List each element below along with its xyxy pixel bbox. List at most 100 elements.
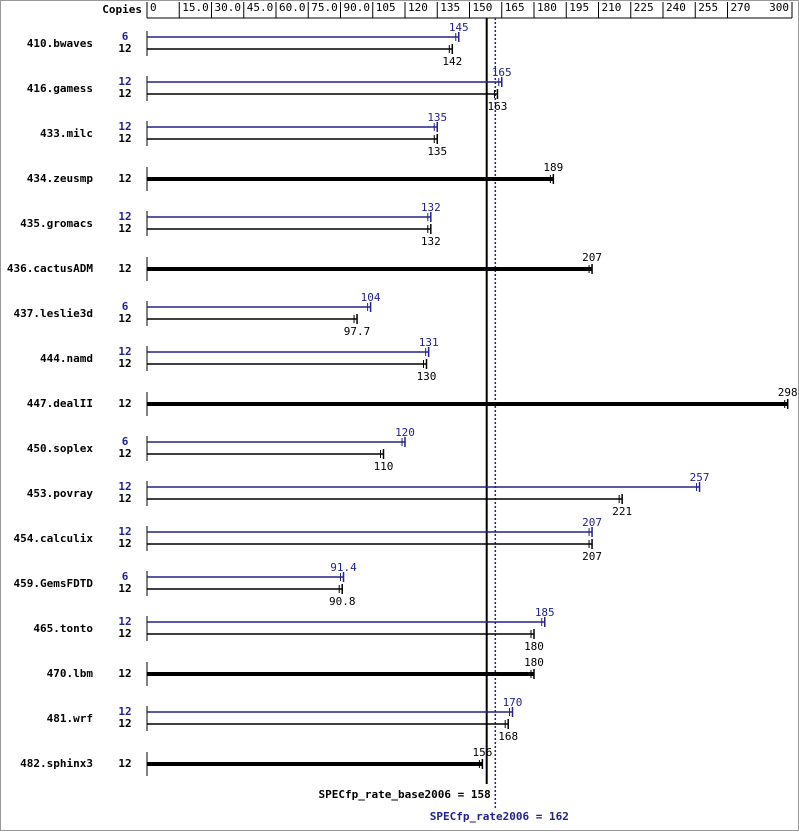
x-tick-label: 270 [731,1,751,14]
copies-label: 12 [118,480,131,493]
benchmark-label: 444.namd [40,352,93,365]
copies-label: 12 [118,222,131,235]
benchmark-label: 454.calculix [14,532,94,545]
copies-label: 12 [118,582,131,595]
value-label: 130 [417,370,437,383]
value-label: 110 [374,460,394,473]
value-label: 104 [361,291,381,304]
reference-label: SPECfp_rate_base2006 = 158 [319,788,491,801]
value-label: 221 [612,505,632,518]
copies-label: 12 [118,345,131,358]
x-tick-label: 240 [666,1,686,14]
copies-label: 12 [118,120,131,133]
value-label: 168 [498,730,518,743]
copies-label: 12 [118,42,131,55]
x-tick-label: 210 [602,1,622,14]
copies-label: 6 [122,30,129,43]
x-tick-label: 15.0 [182,1,209,14]
copies-label: 12 [118,87,131,100]
benchmark-label: 436.cactusADM [7,262,93,275]
x-tick-label: 120 [408,1,428,14]
copies-label: 12 [118,615,131,628]
value-label: 170 [503,696,523,709]
benchmark-label: 437.leslie3d [14,307,93,320]
copies-label: 12 [118,537,131,550]
benchmark-label: 435.gromacs [20,217,93,230]
benchmark-label: 434.zeusmp [27,172,94,185]
copies-label: 6 [122,435,129,448]
copies-label: 12 [118,627,131,640]
benchmark-label: 459.GemsFDTD [14,577,94,590]
x-tick-label: 45.0 [247,1,274,14]
x-tick-label: 60.0 [279,1,306,14]
value-label: 180 [524,656,544,669]
copies-label: 12 [118,705,131,718]
x-tick-label: 300 [769,1,789,14]
value-label: 156 [472,746,492,759]
benchmark-label: 410.bwaves [27,37,93,50]
copies-label: 6 [122,570,129,583]
x-tick-label: 0 [150,1,157,14]
value-label: 257 [690,471,710,484]
benchmark-label: 453.povray [27,487,94,500]
value-label: 180 [524,640,544,653]
copies-label: 6 [122,300,129,313]
x-tick-label: 180 [537,1,557,14]
copies-label: 12 [118,172,131,185]
benchmark-label: 450.soplex [27,442,94,455]
copies-label: 12 [118,525,131,538]
copies-label: 12 [118,75,131,88]
value-label: 207 [582,550,602,563]
value-label: 163 [488,100,508,113]
copies-label: 12 [118,667,131,680]
value-label: 135 [427,145,447,158]
x-tick-label: 135 [440,1,460,14]
value-label: 165 [492,66,512,79]
copies-label: 12 [118,447,131,460]
copies-label: 12 [118,312,131,325]
copies-label: 12 [118,210,131,223]
copies-label: 12 [118,357,131,370]
value-label: 90.8 [329,595,356,608]
benchmark-label: 481.wrf [47,712,93,725]
value-label: 135 [427,111,447,124]
copies-label: 12 [118,757,131,770]
x-tick-label: 90.0 [344,1,371,14]
copies-label: 12 [118,262,131,275]
copies-label: 12 [118,717,131,730]
value-label: 207 [582,516,602,529]
value-label: 131 [419,336,439,349]
benchmark-label: 447.dealII [27,397,93,410]
value-label: 132 [421,235,441,248]
x-tick-label: 150 [473,1,493,14]
value-label: 189 [543,161,563,174]
x-tick-label: 75.0 [311,1,338,14]
benchmark-label: 465.tonto [33,622,93,635]
benchmark-label: 433.milc [40,127,93,140]
copies-label: 12 [118,132,131,145]
x-tick-label: 165 [505,1,525,14]
value-label: 132 [421,201,441,214]
benchmark-label: 470.lbm [47,667,94,680]
value-label: 91.4 [330,561,357,574]
copies-label: 12 [118,492,131,505]
x-tick-label: 105 [376,1,396,14]
x-tick-label: 255 [698,1,718,14]
benchmark-label: 482.sphinx3 [20,757,93,770]
copies-label: 12 [118,397,131,410]
x-tick-label: 195 [569,1,589,14]
axis-label: Copies [102,3,142,16]
x-tick-label: 225 [634,1,654,14]
value-label: 142 [442,55,462,68]
reference-label: SPECfp_rate2006 = 162 [430,810,569,823]
value-label: 298 [778,386,798,399]
value-label: 207 [582,251,602,264]
value-label: 120 [395,426,415,439]
value-label: 185 [535,606,555,619]
benchmark-label: 416.gamess [27,82,93,95]
value-label: 145 [449,21,469,34]
x-tick-label: 30.0 [215,1,242,14]
value-label: 97.7 [344,325,371,338]
